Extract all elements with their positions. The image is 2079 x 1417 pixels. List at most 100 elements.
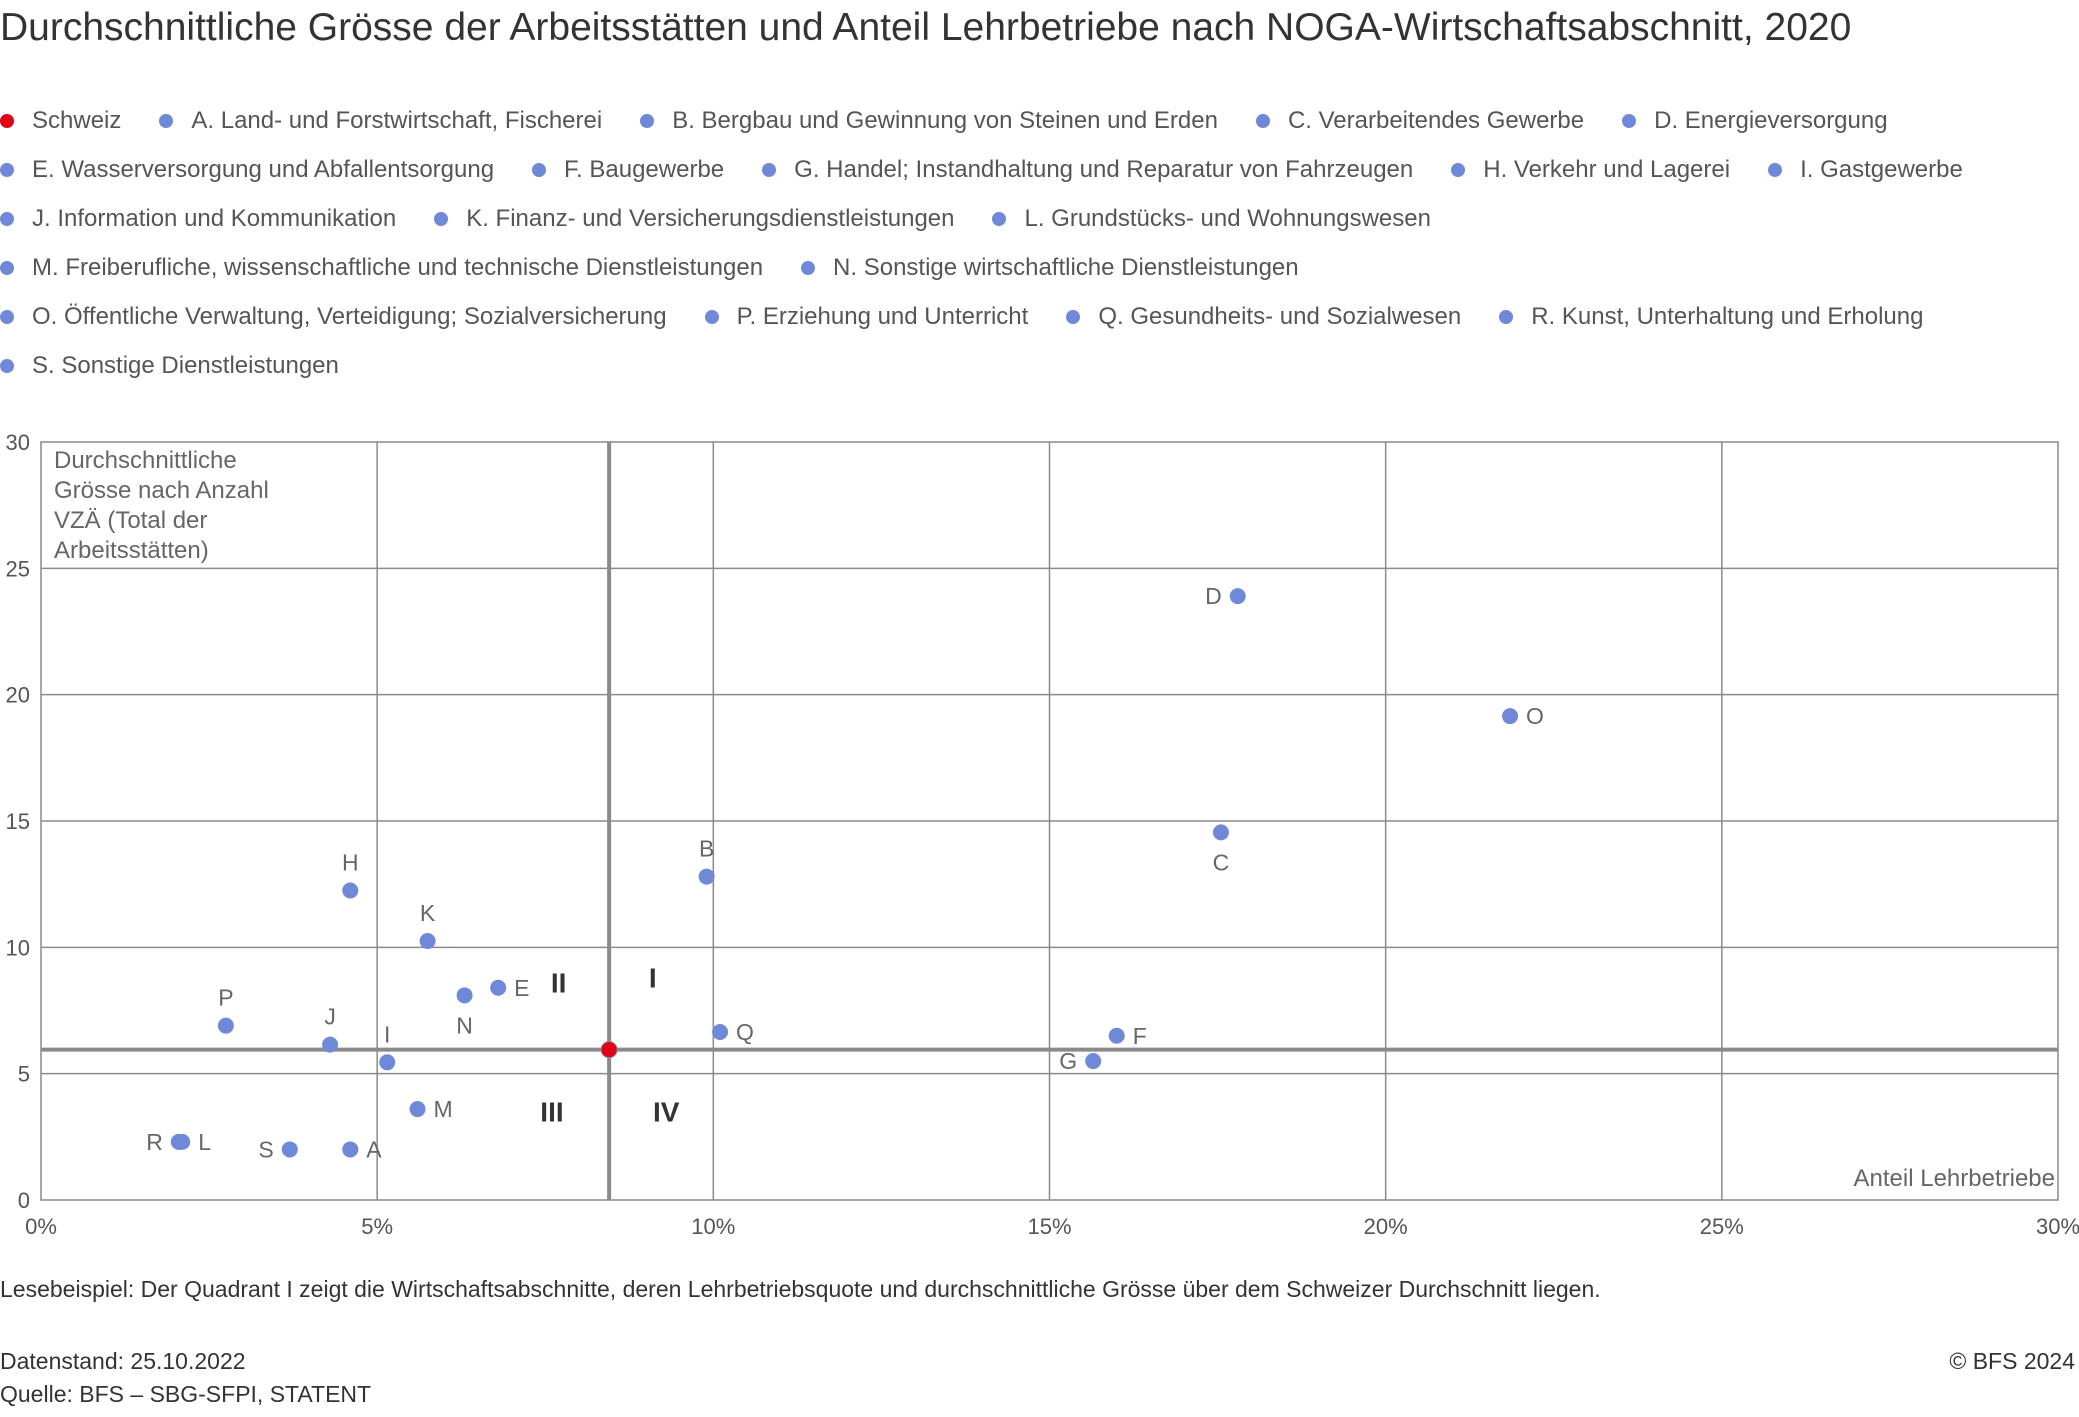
legend-label: Schweiz bbox=[32, 106, 122, 134]
legend-item[interactable]: F. Baugewerbe bbox=[532, 156, 724, 184]
legend-label: K. Finanz- und Versicherungsdienstleistu… bbox=[466, 204, 955, 232]
point-label: R bbox=[146, 1129, 163, 1155]
legend-row: E. Wasserversorgung und Abfallentsorgung… bbox=[0, 145, 2079, 194]
y-tick-label: 5 bbox=[18, 1062, 30, 1087]
legend-marker bbox=[1768, 162, 1783, 177]
data-point bbox=[170, 1133, 187, 1150]
legend-item[interactable]: C. Verarbeitendes Gewerbe bbox=[1255, 107, 1584, 135]
x-tick-label: 20% bbox=[1364, 1214, 1408, 1239]
legend-label: E. Wasserversorgung und Abfallentsorgung bbox=[32, 155, 495, 183]
legend-marker bbox=[434, 211, 449, 226]
data-point bbox=[1212, 824, 1229, 841]
data-point bbox=[217, 1017, 234, 1034]
legend-marker bbox=[0, 309, 14, 324]
point-label: J bbox=[324, 1004, 336, 1030]
legend-item[interactable]: O. Öffentliche Verwaltung, Verteidigung;… bbox=[0, 303, 667, 331]
data-status: Datenstand: 25.10.2022 bbox=[0, 1348, 246, 1374]
legend-marker bbox=[532, 162, 547, 177]
y-tick-label: 25 bbox=[6, 556, 30, 581]
data-point bbox=[409, 1101, 426, 1118]
reading-example-note: Lesebeispiel: Der Quadrant I zeigt die W… bbox=[0, 1276, 1601, 1302]
legend-item[interactable]: A. Land- und Forstwirtschaft, Fischerei bbox=[159, 107, 602, 135]
legend-label: R. Kunst, Unterhaltung und Erholung bbox=[1531, 302, 1924, 330]
chart-title: Durchschnittliche Grösse der Arbeitsstät… bbox=[0, 6, 1852, 49]
x-tick-label: 15% bbox=[1027, 1214, 1071, 1239]
data-point bbox=[281, 1141, 298, 1158]
legend-label: D. Energieversorgung bbox=[1654, 106, 1888, 134]
point-label: G bbox=[1059, 1048, 1077, 1074]
legend-label: B. Bergbau und Gewinnung von Steinen und… bbox=[672, 106, 1218, 134]
legend-label: I. Gastgewerbe bbox=[1800, 155, 1963, 183]
point-label: B bbox=[699, 836, 714, 862]
legend-item[interactable]: L. Grundstücks- und Wohnungswesen bbox=[992, 204, 1431, 233]
legend-item[interactable]: D. Energieversorgung bbox=[1622, 106, 1888, 135]
data-point bbox=[712, 1023, 729, 1040]
legend-label: P. Erziehung und Unterricht bbox=[736, 302, 1029, 330]
legend-label: L. Grundstücks- und Wohnungswesen bbox=[1024, 204, 1431, 232]
legend-row: S. Sonstige Dienstleistungen bbox=[0, 341, 2079, 390]
point-label: O bbox=[1526, 703, 1544, 729]
legend-item[interactable]: Q. Gesundheits- und Sozialwesen bbox=[1066, 303, 1461, 331]
legend-marker bbox=[801, 260, 816, 275]
point-label: A bbox=[366, 1136, 382, 1162]
legend-item[interactable]: R. Kunst, Unterhaltung und Erholung bbox=[1499, 303, 1923, 331]
legend-marker bbox=[0, 260, 14, 275]
quadrant-label: IV bbox=[653, 1097, 680, 1128]
point-label: P bbox=[218, 985, 233, 1011]
legend-marker bbox=[640, 113, 655, 128]
legend-item[interactable]: G. Handel; Instandhaltung und Reparatur … bbox=[762, 156, 1413, 184]
point-label: Q bbox=[736, 1019, 754, 1045]
legend-label: O. Öffentliche Verwaltung, Verteidigung;… bbox=[32, 302, 667, 330]
legend-item[interactable]: K. Finanz- und Versicherungsdienstleistu… bbox=[434, 205, 954, 233]
data-point bbox=[456, 987, 473, 1004]
legend-marker bbox=[0, 113, 14, 128]
legend-label: Q. Gesundheits- und Sozialwesen bbox=[1098, 302, 1462, 330]
legend-label: S. Sonstige Dienstleistungen bbox=[32, 351, 339, 379]
point-label: K bbox=[420, 900, 436, 926]
legend-item[interactable]: P. Erziehung und Unterricht bbox=[704, 302, 1029, 331]
legend-label: H. Verkehr und Lagerei bbox=[1483, 155, 1731, 183]
quadrant-label: II bbox=[551, 968, 567, 999]
point-label: H bbox=[342, 849, 359, 875]
legend-row: Schweiz A. Land- und Forstwirtschaft, Fis… bbox=[0, 96, 2079, 145]
data-point bbox=[1229, 588, 1246, 605]
legend-marker bbox=[0, 358, 14, 373]
legend-item[interactable]: H. Verkehr und Lagerei bbox=[1451, 156, 1730, 184]
source-info: Datenstand: 25.10.2022 Quelle: BFS – SBG… bbox=[0, 1345, 371, 1411]
data-point bbox=[419, 933, 436, 950]
legend-item[interactable]: J. Information und Kommunikation bbox=[0, 205, 396, 233]
legend-item[interactable]: Schweiz bbox=[0, 107, 121, 135]
x-tick-label: 30% bbox=[2036, 1214, 2079, 1239]
data-point bbox=[698, 868, 715, 885]
legend-marker bbox=[1499, 309, 1514, 324]
point-label: L bbox=[198, 1129, 211, 1155]
copyright: © BFS 2024 bbox=[1949, 1348, 2075, 1374]
legend-marker bbox=[159, 113, 174, 128]
data-point bbox=[342, 1141, 359, 1158]
y-tick-label: 20 bbox=[6, 683, 30, 708]
y-axis-label: Grösse nach Anzahl bbox=[54, 477, 269, 504]
quadrant-label: III bbox=[540, 1097, 563, 1128]
reference-point bbox=[600, 1041, 618, 1059]
legend-item[interactable]: I. Gastgewerbe bbox=[1768, 156, 1963, 184]
legend-item[interactable]: N. Sonstige wirtschaftliche Dienstleistu… bbox=[801, 254, 1299, 282]
legend-item[interactable]: B. Bergbau und Gewinnung von Steinen und… bbox=[640, 107, 1218, 135]
legend-label: F. Baugewerbe bbox=[564, 155, 725, 183]
x-axis-label: Anteil Lehrbetriebe bbox=[1854, 1165, 2055, 1192]
quadrant-label: I bbox=[649, 963, 657, 994]
legend-item[interactable]: M. Freiberufliche, wissenschaftliche und… bbox=[0, 254, 763, 282]
y-tick-label: 0 bbox=[18, 1188, 30, 1213]
data-point bbox=[342, 882, 359, 899]
point-label: I bbox=[384, 1021, 390, 1047]
legend-item[interactable]: E. Wasserversorgung und Abfallentsorgung bbox=[0, 156, 494, 184]
legend-item[interactable]: S. Sonstige Dienstleistungen bbox=[0, 352, 339, 380]
legend-marker bbox=[704, 309, 719, 324]
data-point bbox=[1085, 1053, 1102, 1070]
legend-row: J. Information und Kommunikation K. Finan… bbox=[0, 194, 2079, 243]
y-tick-label: 10 bbox=[6, 935, 30, 960]
legend-marker bbox=[762, 162, 777, 177]
legend-row: M. Freiberufliche, wissenschaftliche und… bbox=[0, 243, 2079, 292]
y-axis-label: VZÄ (Total der bbox=[54, 507, 207, 534]
x-tick-label: 5% bbox=[361, 1214, 393, 1239]
point-label: N bbox=[456, 1012, 473, 1038]
